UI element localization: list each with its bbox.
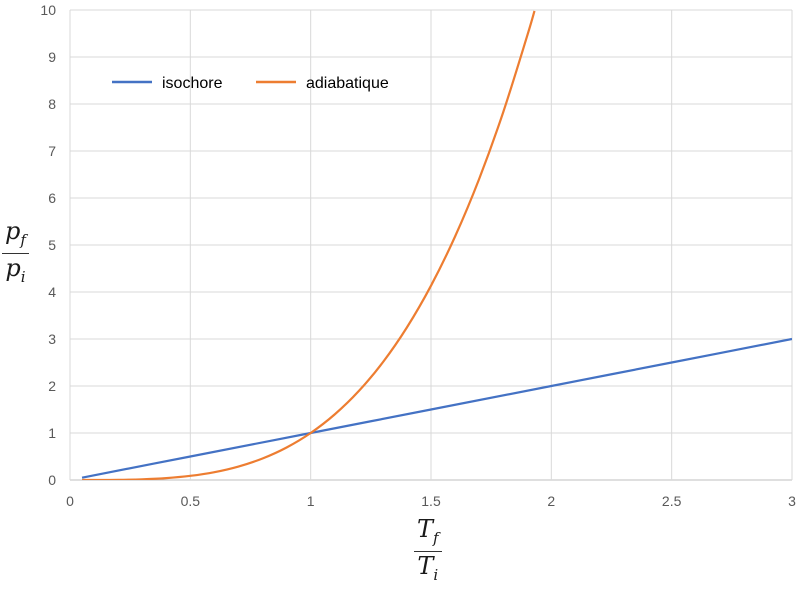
legend-label-adiabatique: adiabatique xyxy=(306,75,389,92)
series-line-adiabatique xyxy=(82,10,536,480)
y-tick-label: 6 xyxy=(48,190,56,206)
y-tick-label: 5 xyxy=(48,237,56,253)
y-axis-label: pf pi xyxy=(2,218,29,291)
y-tick-label: 2 xyxy=(48,378,56,394)
y-tick-label: 8 xyxy=(48,96,56,112)
y-tick-label: 10 xyxy=(40,2,56,18)
y-tick-label: 9 xyxy=(48,49,56,65)
x-tick-label: 2.5 xyxy=(662,493,682,509)
x-tick-label: 3 xyxy=(788,493,796,509)
y-tick-label: 1 xyxy=(48,425,56,441)
x-tick-label: 2 xyxy=(547,493,555,509)
series-line-isochore xyxy=(81,337,792,479)
x-tick-label: 0.5 xyxy=(181,493,201,509)
y-tick-label: 0 xyxy=(48,472,56,488)
x-tick-label: 1 xyxy=(307,493,315,509)
y-tick-label: 7 xyxy=(48,143,56,159)
legend-label-isochore: isochore xyxy=(162,75,223,92)
y-tick-label: 3 xyxy=(48,331,56,347)
x-tick-label: 0 xyxy=(66,493,74,509)
x-axis-label: Tf Ti xyxy=(414,516,442,589)
y-tick-label: 4 xyxy=(48,284,56,300)
x-tick-label: 1.5 xyxy=(421,493,441,509)
